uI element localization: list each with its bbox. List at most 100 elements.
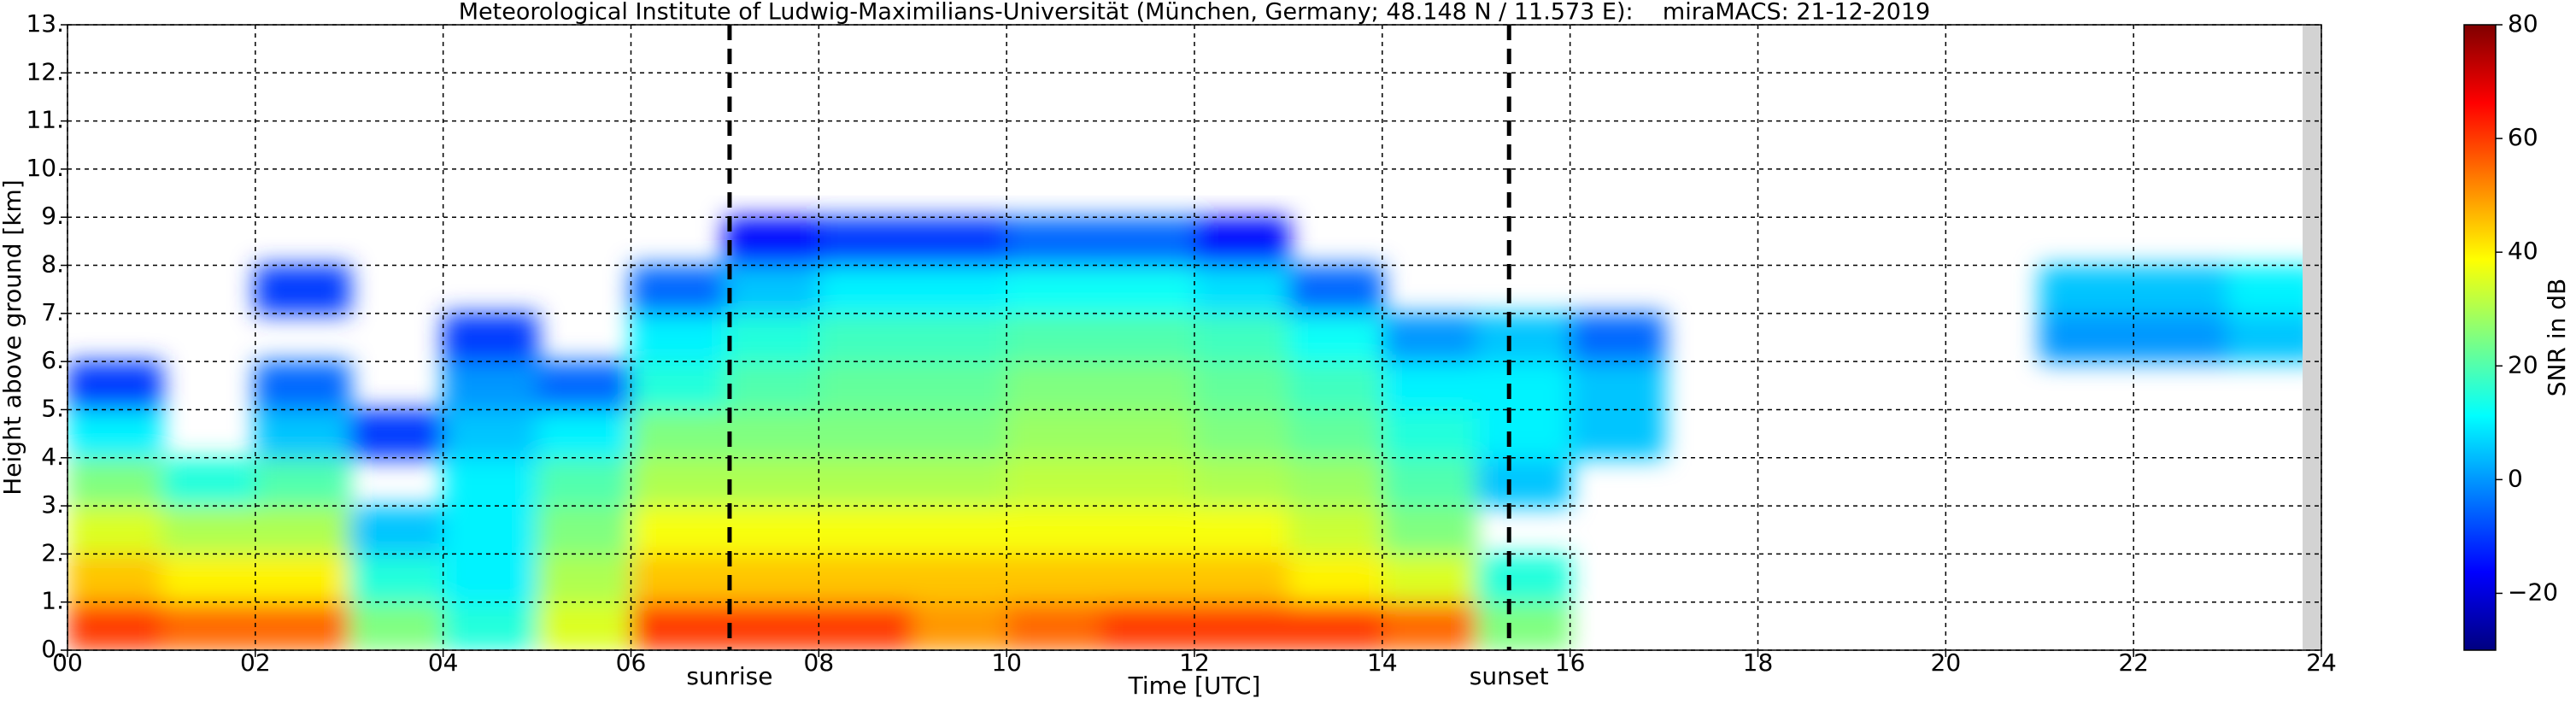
heatmap-cell (631, 265, 726, 314)
heatmap-cell (725, 506, 820, 555)
heatmap-cell (725, 217, 820, 267)
heatmap-cell (631, 601, 726, 650)
y-tick-label: 13. (26, 9, 64, 38)
heatmap-cell (631, 313, 726, 363)
colorbar-tick-label: 40 (2508, 237, 2538, 265)
heatmap (67, 217, 2321, 650)
x-tick-label: 20 (1931, 648, 1962, 677)
heatmap-cell (912, 457, 1008, 507)
heatmap-cell (1006, 409, 1102, 459)
heatmap-cell (631, 409, 726, 459)
heatmap-cell (1476, 554, 1571, 603)
heatmap-cell (443, 457, 538, 507)
annotation-label: sunrise (686, 662, 772, 690)
heatmap-cell (1100, 361, 1195, 411)
heatmap-cell (255, 409, 350, 459)
heatmap-cell (349, 409, 444, 459)
y-tick-label: 9. (41, 202, 64, 230)
heatmap-cell (1382, 313, 1477, 363)
heatmap-cell (1476, 457, 1571, 507)
heatmap-cell (1194, 361, 1289, 411)
heatmap-cell (1288, 409, 1383, 459)
heatmap-cell (819, 409, 914, 459)
y-tick-label: 3. (41, 490, 64, 519)
heatmap-cell (1100, 554, 1195, 603)
heatmap-cell (1476, 361, 1571, 411)
heatmap-cell (1100, 265, 1195, 314)
heatmap-cell (443, 506, 538, 555)
heatmap-cell (725, 265, 820, 314)
heatmap-cell (537, 361, 632, 411)
heatmap-cell (67, 409, 162, 459)
heatmap-cell (1194, 217, 1289, 267)
heatmap-cell (1476, 409, 1571, 459)
heatmap-cell (1382, 601, 1477, 650)
heatmap-cell (912, 361, 1008, 411)
y-tick-label: 11. (26, 106, 64, 134)
heatmap-cell (2133, 313, 2229, 363)
no-data-band (2303, 25, 2321, 650)
heatmap-cell (255, 457, 350, 507)
heatmap-cell (443, 601, 538, 650)
heatmap-cell (161, 506, 256, 555)
colorbar (2463, 24, 2497, 651)
heatmap-cell (1288, 265, 1383, 314)
heatmap-cell (1100, 409, 1195, 459)
x-tick-label: 18 (1743, 648, 1774, 677)
heatmap-cell (1476, 313, 1571, 363)
x-axis-label: Time [UTC] (1128, 672, 1261, 700)
x-tick-label: 12 (1179, 648, 1210, 677)
x-tick-label: 08 (804, 648, 835, 677)
heatmap-cell (1006, 265, 1102, 314)
overlay: 00 02 04 06 08 10 12 14 16 18 20 22 24 0. 1. 2. 3. 4. 5. 6.… (26, 9, 2558, 690)
heatmap-cell (725, 313, 820, 363)
heatmap-cell (1570, 313, 1665, 363)
heatmap-cell (819, 361, 914, 411)
heatmap-cell (1382, 554, 1477, 603)
heatmap-cell (1006, 506, 1102, 555)
heatmap-cell (67, 601, 162, 650)
y-tick-label: 6. (41, 346, 64, 374)
heatmap-cell (537, 601, 632, 650)
heatmap-cell (631, 554, 726, 603)
heatmap-cell (255, 554, 350, 603)
heatmap-cell (255, 506, 350, 555)
x-tick-label: 00 (52, 648, 83, 677)
heatmap-cell (1194, 313, 1289, 363)
heatmap-cell (1382, 506, 1477, 555)
heatmap-cell (1570, 409, 1665, 459)
heatmap-cell (725, 457, 820, 507)
heatmap-cell (2039, 313, 2135, 363)
heatmap-cell (1006, 217, 1102, 267)
heatmap-cell (161, 457, 256, 507)
heatmap-cell (255, 601, 350, 650)
heatmap-cell (1476, 601, 1571, 650)
heatmap-cell (631, 361, 726, 411)
x-tick-label: 14 (1367, 648, 1398, 677)
heatmap-cell (443, 554, 538, 603)
heatmap-cell (1194, 457, 1289, 507)
y-tick-label: 1. (41, 587, 64, 615)
y-tick-label: 8. (41, 250, 64, 279)
heatmap-cell (1100, 506, 1195, 555)
heatmap-cell (1382, 409, 1477, 459)
heatmap-cell (631, 506, 726, 555)
heatmap-cell (537, 409, 632, 459)
y-tick-label: 0. (41, 635, 64, 663)
heatmap-cell (1194, 265, 1289, 314)
x-tick-label: 16 (1555, 648, 1586, 677)
heatmap-cell (912, 554, 1008, 603)
heatmap-cell (161, 554, 256, 603)
heatmap-cell (912, 217, 1008, 267)
heatmap-cell (1100, 217, 1195, 267)
heatmap-cell (1570, 361, 1665, 411)
heatmap-cell (819, 601, 914, 650)
heatmap-cell (819, 217, 914, 267)
heatmap-cell (255, 265, 350, 314)
colorbar-tick-label: 60 (2508, 123, 2538, 151)
heatmap-cell (1100, 313, 1195, 363)
heatmap-cell (1006, 601, 1102, 650)
heatmap-cell (1288, 457, 1383, 507)
heatmap-cell (1194, 409, 1289, 459)
heatmap-cell (349, 601, 444, 650)
